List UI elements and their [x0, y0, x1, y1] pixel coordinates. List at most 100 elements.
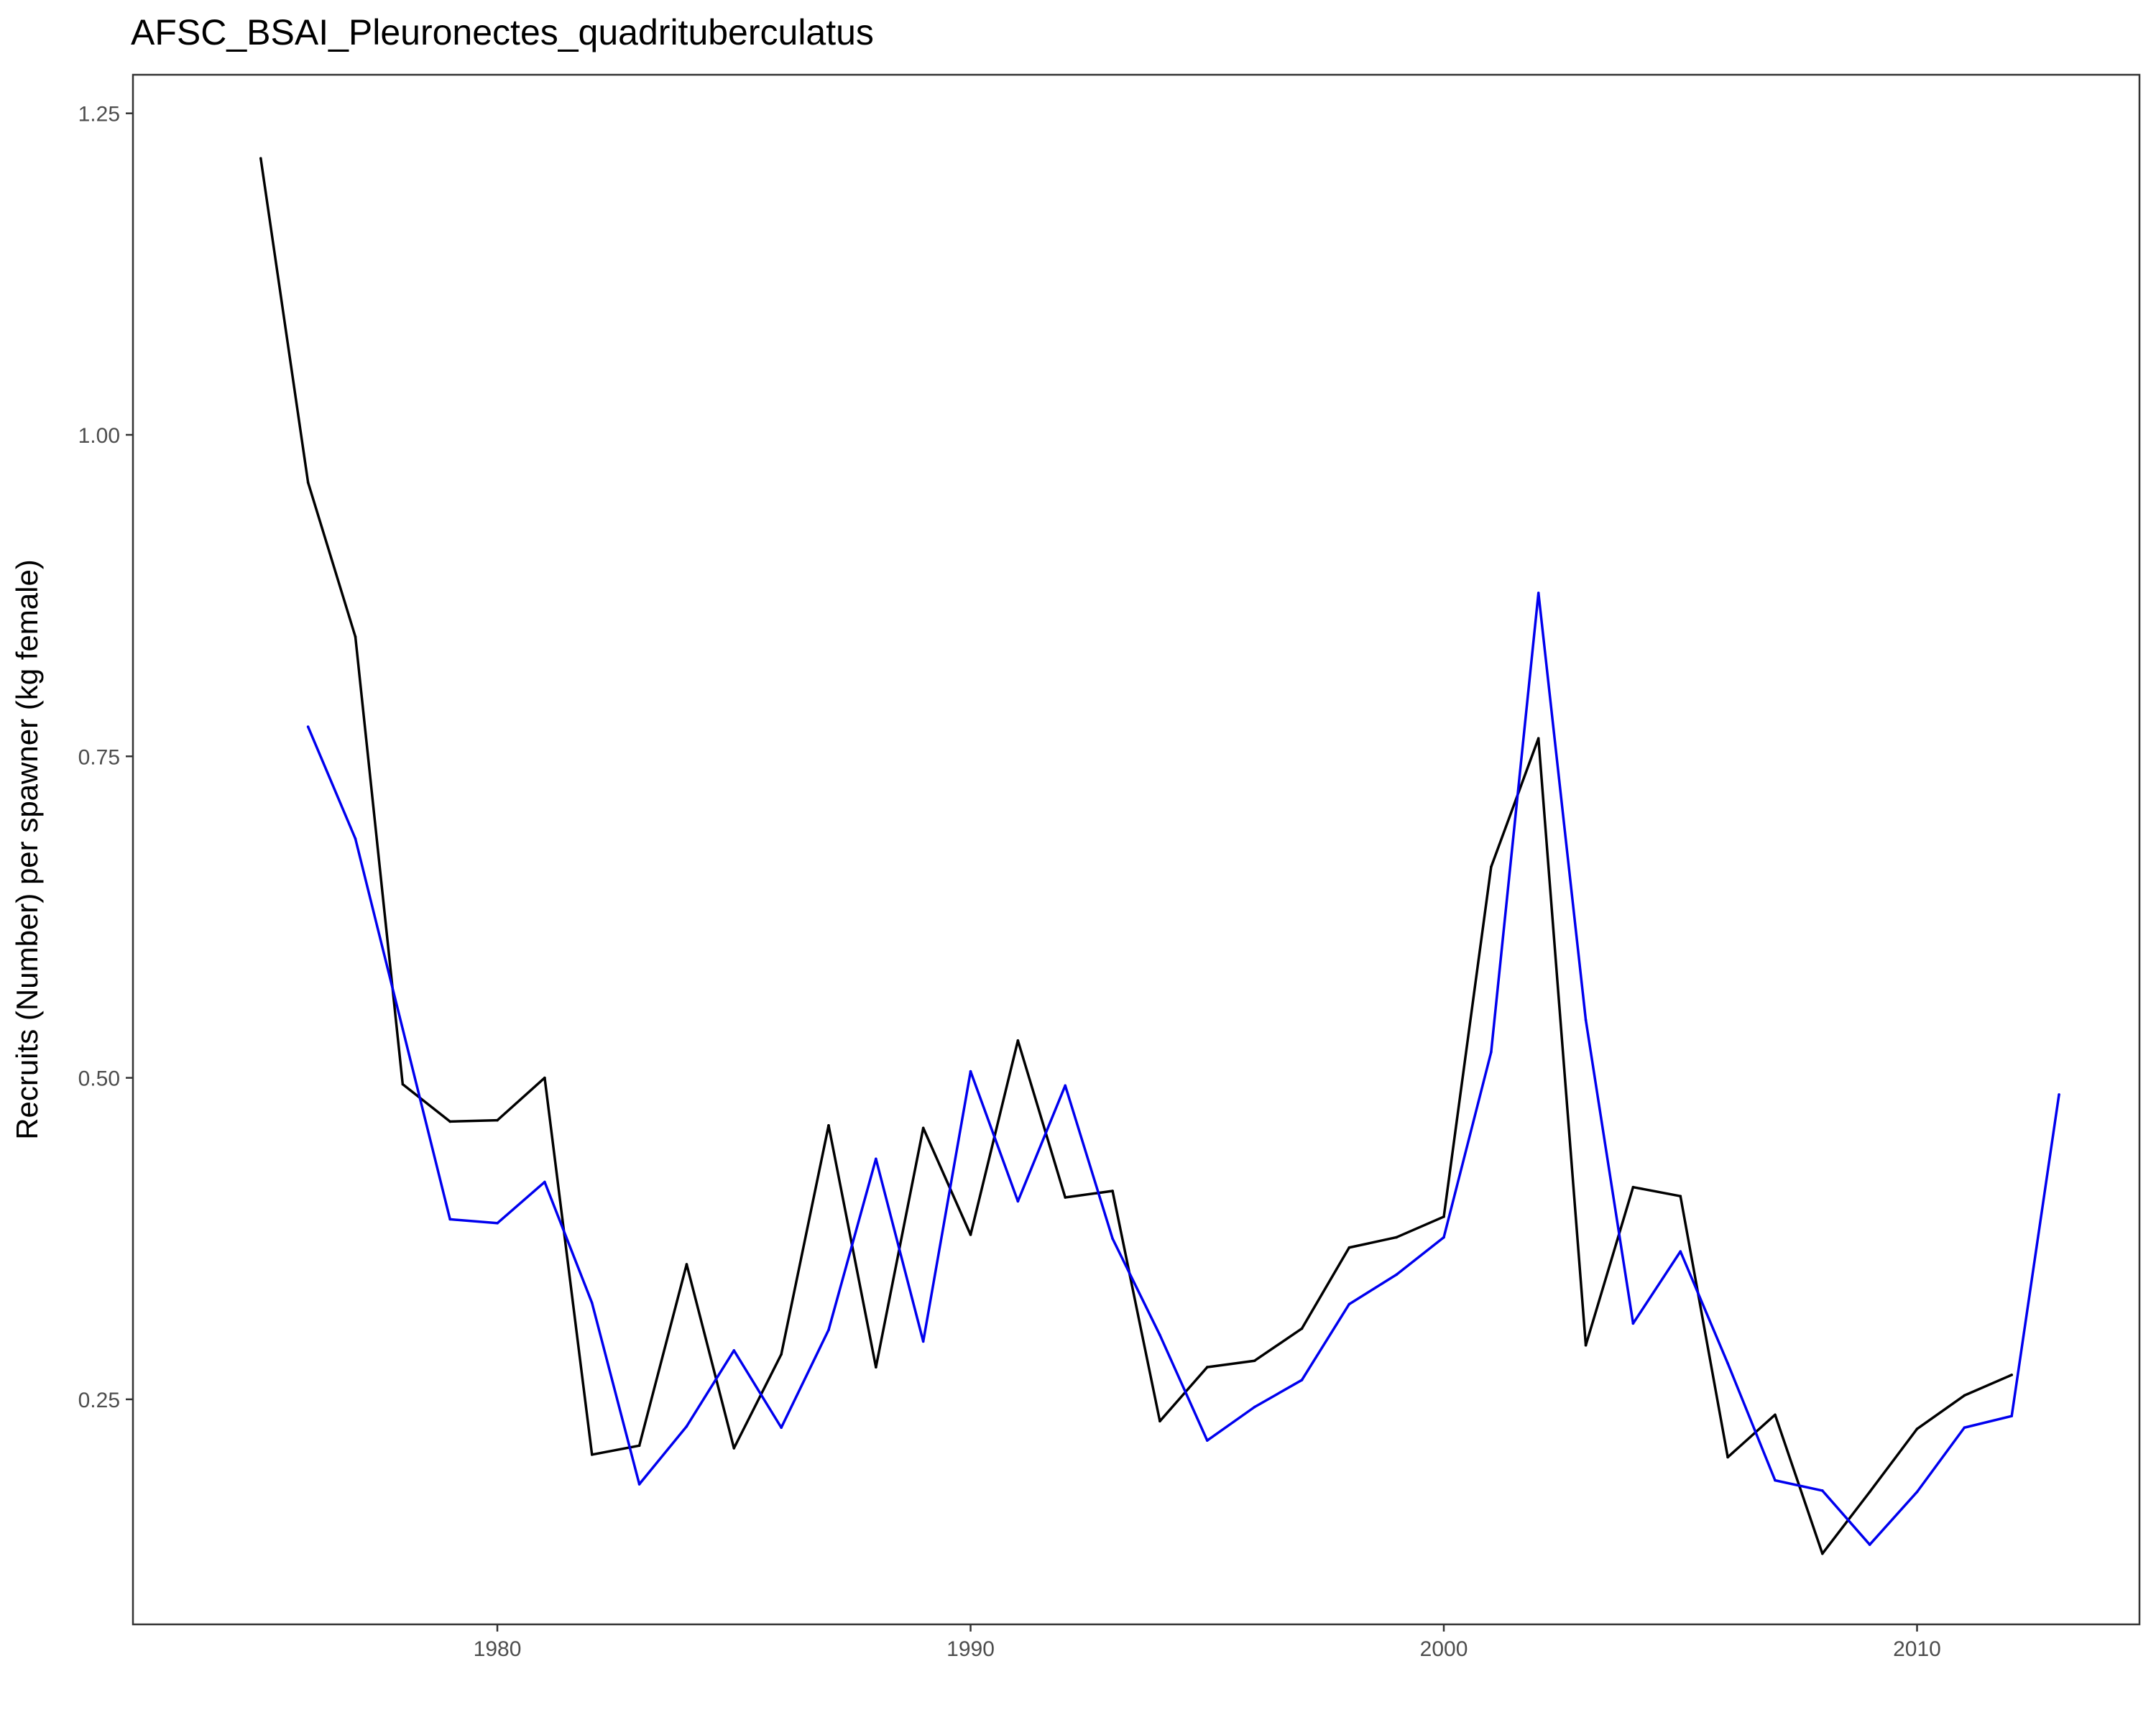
series-2-segment: [1442, 1051, 1493, 1239]
series-1-point: [1868, 1490, 1871, 1494]
series-1-point: [1537, 737, 1540, 740]
series-2: [306, 592, 2060, 1546]
series-1-segment: [1348, 1236, 1398, 1249]
series-2-point: [1963, 1426, 1966, 1430]
series-1-segment: [543, 1076, 594, 1456]
series-2-point: [1537, 592, 1540, 594]
series-1-segment: [1490, 737, 1540, 868]
series-1-point: [1206, 1366, 1209, 1368]
series-2-segment: [969, 1070, 1020, 1203]
series-2-segment: [1868, 1490, 1919, 1546]
series-1-point: [780, 1353, 783, 1356]
series-1-point: [306, 481, 310, 484]
series-1-segment: [1395, 1215, 1445, 1239]
series-1-segment: [1158, 1366, 1209, 1423]
series-1-segment: [1679, 1195, 1729, 1459]
series-2-segment: [732, 1349, 783, 1430]
series-2-segment: [1348, 1273, 1398, 1306]
series-2-point: [543, 1180, 546, 1184]
series-1-point: [921, 1126, 925, 1130]
series-1-point: [259, 157, 262, 160]
y-tick-label: 0.25: [78, 1389, 120, 1412]
series-2-point: [1774, 1478, 1777, 1482]
y-tick-label: 1.25: [78, 103, 120, 126]
series-2-point: [875, 1157, 877, 1161]
series-2-point: [921, 1340, 925, 1343]
series-2-point: [637, 1483, 641, 1486]
series-2-point: [1395, 1273, 1398, 1276]
series-1-point: [354, 635, 357, 638]
series-1-segment: [1253, 1327, 1304, 1362]
series-2-point: [448, 1218, 451, 1221]
series-2-point: [306, 725, 310, 728]
series-2-point: [2010, 1414, 2013, 1417]
series-2-segment: [1537, 592, 1588, 1021]
y-tick-label: 0.50: [78, 1067, 120, 1091]
series-2-segment: [590, 1301, 641, 1486]
series-1-point: [1016, 1039, 1020, 1042]
series-2-point: [732, 1349, 736, 1352]
series-2-segment: [637, 1425, 688, 1486]
series-2-segment: [1395, 1236, 1445, 1276]
panel-border: [132, 73, 2141, 1626]
series-1-segment: [685, 1263, 736, 1450]
series-1-segment: [401, 1082, 451, 1123]
series-2-point: [1253, 1405, 1256, 1409]
series-1-point: [1158, 1420, 1161, 1423]
series-1-point: [875, 1366, 877, 1368]
series-2-segment: [1631, 1250, 1682, 1325]
series-2-point: [1442, 1236, 1445, 1239]
y-axis-label: Recruits (Number) per spawner (kg female…: [10, 559, 44, 1140]
series-2-segment: [1490, 592, 1540, 1054]
series-2-segment: [1300, 1302, 1351, 1381]
series-1-point: [969, 1233, 972, 1236]
series-1-segment: [1442, 865, 1493, 1218]
series-2-point: [590, 1301, 594, 1305]
series-2-point: [2058, 1093, 2060, 1096]
series-1-segment: [1963, 1374, 2013, 1397]
series-2-segment: [448, 1218, 499, 1225]
series-1-segment: [1300, 1246, 1351, 1330]
x-tick-label: 2000: [1420, 1637, 1468, 1661]
series-2-segment: [1679, 1250, 1729, 1365]
series-2-segment: [827, 1157, 877, 1332]
series-1-point: [1726, 1455, 1729, 1459]
series-1-point: [401, 1082, 405, 1086]
series-1-segment: [1016, 1039, 1067, 1199]
series-1-segment: [306, 481, 357, 638]
series-2-point: [1300, 1379, 1304, 1381]
series-2-point: [827, 1328, 830, 1332]
series-2-segment: [685, 1349, 736, 1428]
series-2-point: [1584, 1018, 1588, 1021]
series-1-segment: [1206, 1359, 1256, 1368]
series-1-segment: [1584, 1185, 1635, 1347]
series-1-point: [637, 1444, 641, 1448]
series-2-point: [1868, 1543, 1871, 1546]
series-2-point: [1158, 1333, 1161, 1337]
series-2-point: [1111, 1237, 1114, 1240]
series-1-segment: [780, 1124, 830, 1356]
series-2-point: [401, 1027, 405, 1031]
series-1-point: [1821, 1552, 1824, 1555]
plot-area: [259, 157, 2060, 1555]
series-1-point: [827, 1124, 830, 1127]
series-1-segment: [1726, 1413, 1777, 1459]
series-1-segment: [259, 157, 310, 484]
series-2-segment: [1584, 1018, 1635, 1325]
series-1-point: [1395, 1236, 1398, 1239]
series-1-segment: [1111, 1190, 1161, 1423]
y-axis: 0.25 0.50 0.75 1.00 1.25: [78, 103, 133, 1412]
series-2-point: [1726, 1362, 1729, 1365]
series-1-segment: [1868, 1427, 1919, 1494]
series-1-point: [1963, 1394, 1966, 1397]
series-2-point: [1821, 1489, 1824, 1492]
series-1-point: [732, 1447, 736, 1450]
series-2-point: [354, 837, 357, 840]
series-1-segment: [1064, 1190, 1114, 1199]
series-1-segment: [496, 1076, 546, 1122]
series-1-segment: [732, 1353, 783, 1450]
series-2-segment: [306, 725, 357, 840]
series-2-segment: [354, 837, 405, 1031]
series-2-segment: [921, 1070, 972, 1343]
